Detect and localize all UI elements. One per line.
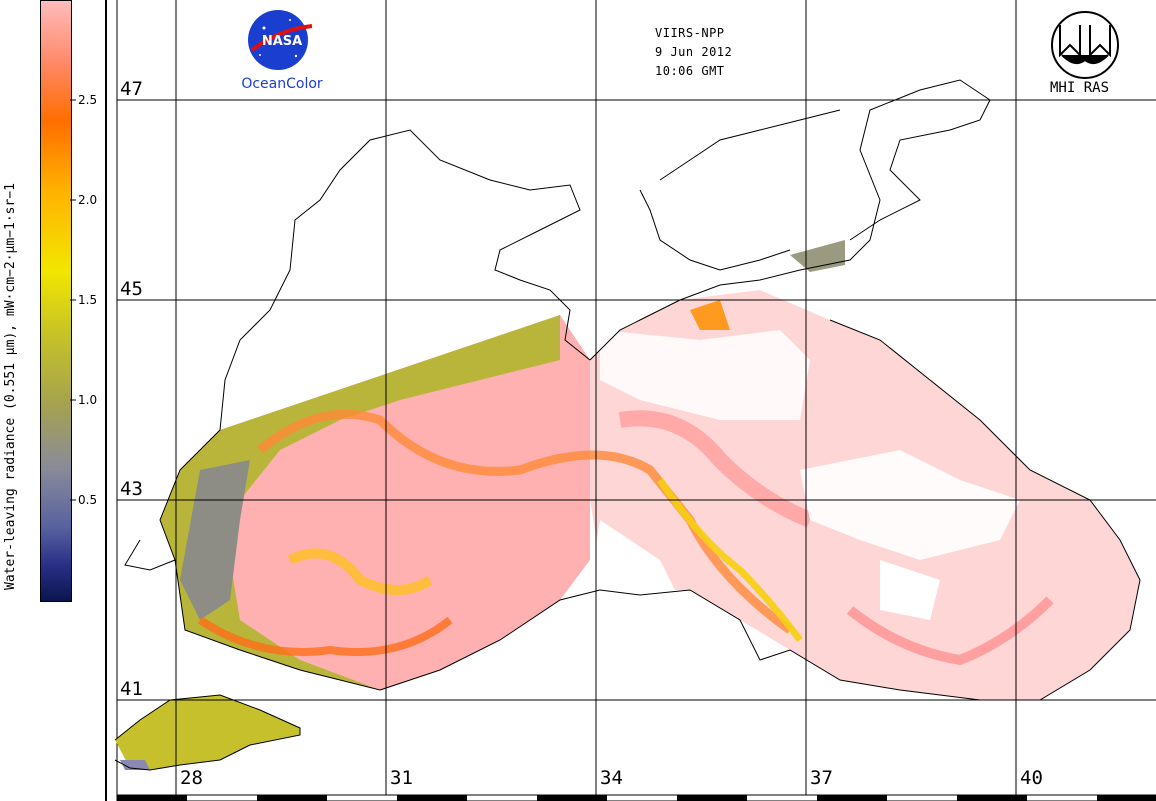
lat-label-41: 41 <box>120 678 143 700</box>
colorbar-tick-1-5: 1.5 <box>78 293 98 307</box>
lon-label-34: 34 <box>600 767 623 789</box>
lon-label-28: 28 <box>180 767 203 789</box>
scale-bar <box>116 794 1156 801</box>
time-label: 10:06 GMT <box>655 64 725 78</box>
lat-label-47: 47 <box>120 78 143 100</box>
mhi-logo-icon <box>1051 11 1119 79</box>
lon-label-31: 31 <box>390 767 413 789</box>
colorbar-tick-1-0: 1.0 <box>78 393 98 407</box>
sea-west <box>160 315 590 690</box>
colorbar-tick-2-0: 2.0 <box>78 193 98 207</box>
sensor-label: VIIRS-NPP <box>655 26 725 40</box>
oceancolor-text: OceanColor <box>241 76 323 92</box>
lon-label-40: 40 <box>1020 767 1043 789</box>
lat-label-43: 43 <box>120 478 143 500</box>
colorbar-tick-0-5: 0.5 <box>78 493 98 507</box>
nasa-logo-icon <box>248 10 313 70</box>
lat-label-45: 45 <box>120 278 143 300</box>
nasa-block: NASA OceanColor <box>232 12 332 98</box>
mhi-text: MHI RAS <box>1050 80 1110 96</box>
colorbar-tick-2-5: 2.5 <box>78 93 98 107</box>
date-label: 9 Jun 2012 <box>655 45 733 59</box>
lon-label-37: 37 <box>810 767 833 789</box>
nasa-text: NASA <box>261 34 303 49</box>
colorbar <box>40 0 72 602</box>
